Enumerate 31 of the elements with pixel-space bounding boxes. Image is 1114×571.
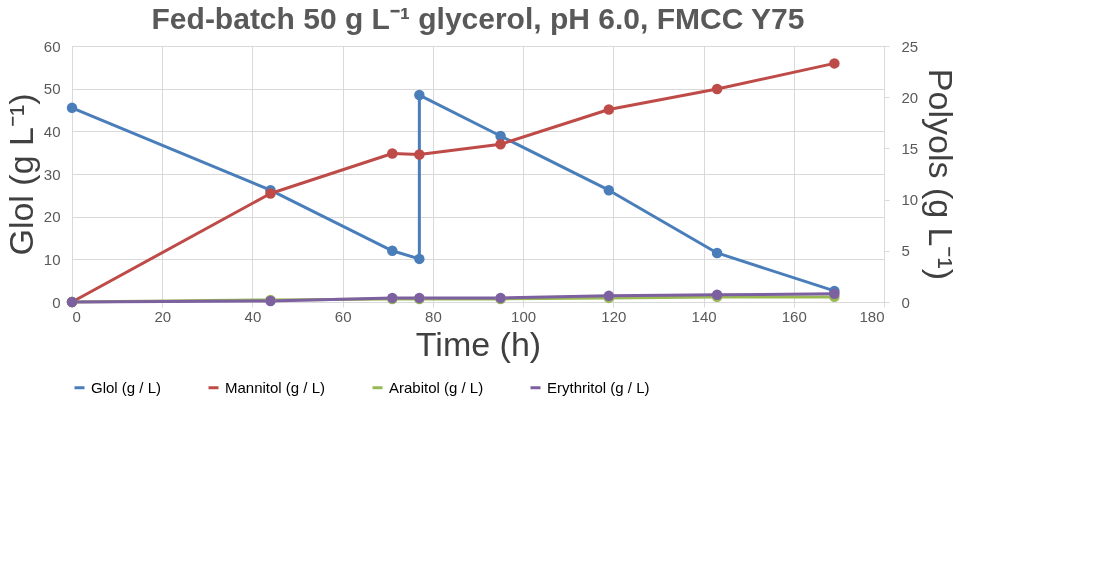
x-tick-label: 100 — [511, 307, 537, 325]
x-tick-label: 60 — [334, 307, 352, 325]
y-tick-label: 30 — [43, 165, 61, 183]
y-tick-label: 20 — [43, 208, 61, 226]
y-tick-label: 50 — [43, 80, 61, 98]
y-tick-label: 10 — [43, 250, 61, 268]
legend-label: Arabitol (g / L) — [389, 378, 484, 396]
y2-tick-label: 10 — [901, 191, 919, 209]
x-tick-label: 180 — [859, 307, 885, 325]
x-axis-title: Time (h) — [415, 324, 542, 363]
y-axis-title: Glol (g L⁻¹) — [1, 93, 40, 256]
y2-tick-label: 20 — [901, 88, 919, 106]
legend-label: Erythritol (g / L) — [547, 378, 650, 396]
y-tick-label: 60 — [43, 37, 61, 55]
x-tick-label: 0 — [72, 307, 81, 325]
y2-tick-label: 25 — [901, 37, 919, 55]
x-tick-label: 120 — [601, 307, 627, 325]
y2-axis-title: Polyols (g L⁻¹) — [922, 68, 961, 281]
x-tick-label: 20 — [154, 307, 172, 325]
x-tick-label: 160 — [781, 307, 807, 325]
y2-tick-label: 15 — [901, 139, 919, 157]
y2-tick-label: 0 — [901, 293, 910, 311]
y2-tick-label: 5 — [901, 242, 910, 260]
y-tick-label: 0 — [52, 293, 61, 311]
x-tick-label: 80 — [425, 307, 442, 325]
legend-label: Glol (g / L) — [91, 378, 162, 396]
chart-title: Fed-batch 50 g L⁻¹ glycerol, pH 6.0, FMCC Y75 — [151, 2, 805, 35]
x-tick-label: 140 — [691, 307, 717, 325]
legend-label: Mannitol (g / L) — [225, 378, 326, 396]
y-tick-label: 40 — [43, 122, 61, 140]
x-tick-label: 40 — [244, 307, 262, 325]
